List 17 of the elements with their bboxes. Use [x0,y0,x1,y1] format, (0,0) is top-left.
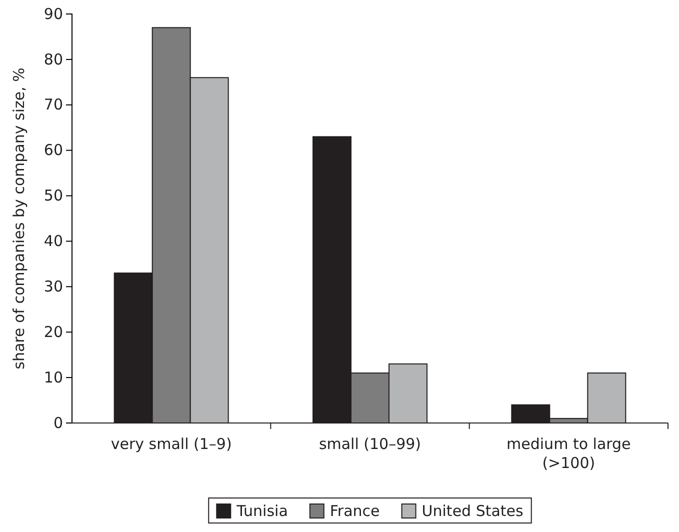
legend-label: France [330,502,380,520]
y-tick-label: 40 [44,232,63,250]
x-tick-label: small (10–99) [318,435,422,453]
y-tick-label: 60 [44,141,63,160]
legend-label: Tunisia [236,502,288,520]
y-tick-label: 50 [44,186,63,205]
y-tick-label: 20 [44,322,63,341]
y-tick-label: 10 [44,368,63,386]
y-tick-label: 90 [44,4,63,23]
y-tick-label: 0 [53,414,63,432]
y-tick-label: 30 [44,277,63,296]
y-axis-title: share of companies by company size, % [10,68,28,370]
y-tick-label: 80 [44,50,63,68]
x-tick-label: very small (1–9) [110,435,232,453]
x-tick-label: medium to large (>100) [506,435,631,472]
legend-label: United States [422,502,524,520]
y-tick-label: 70 [44,96,63,114]
